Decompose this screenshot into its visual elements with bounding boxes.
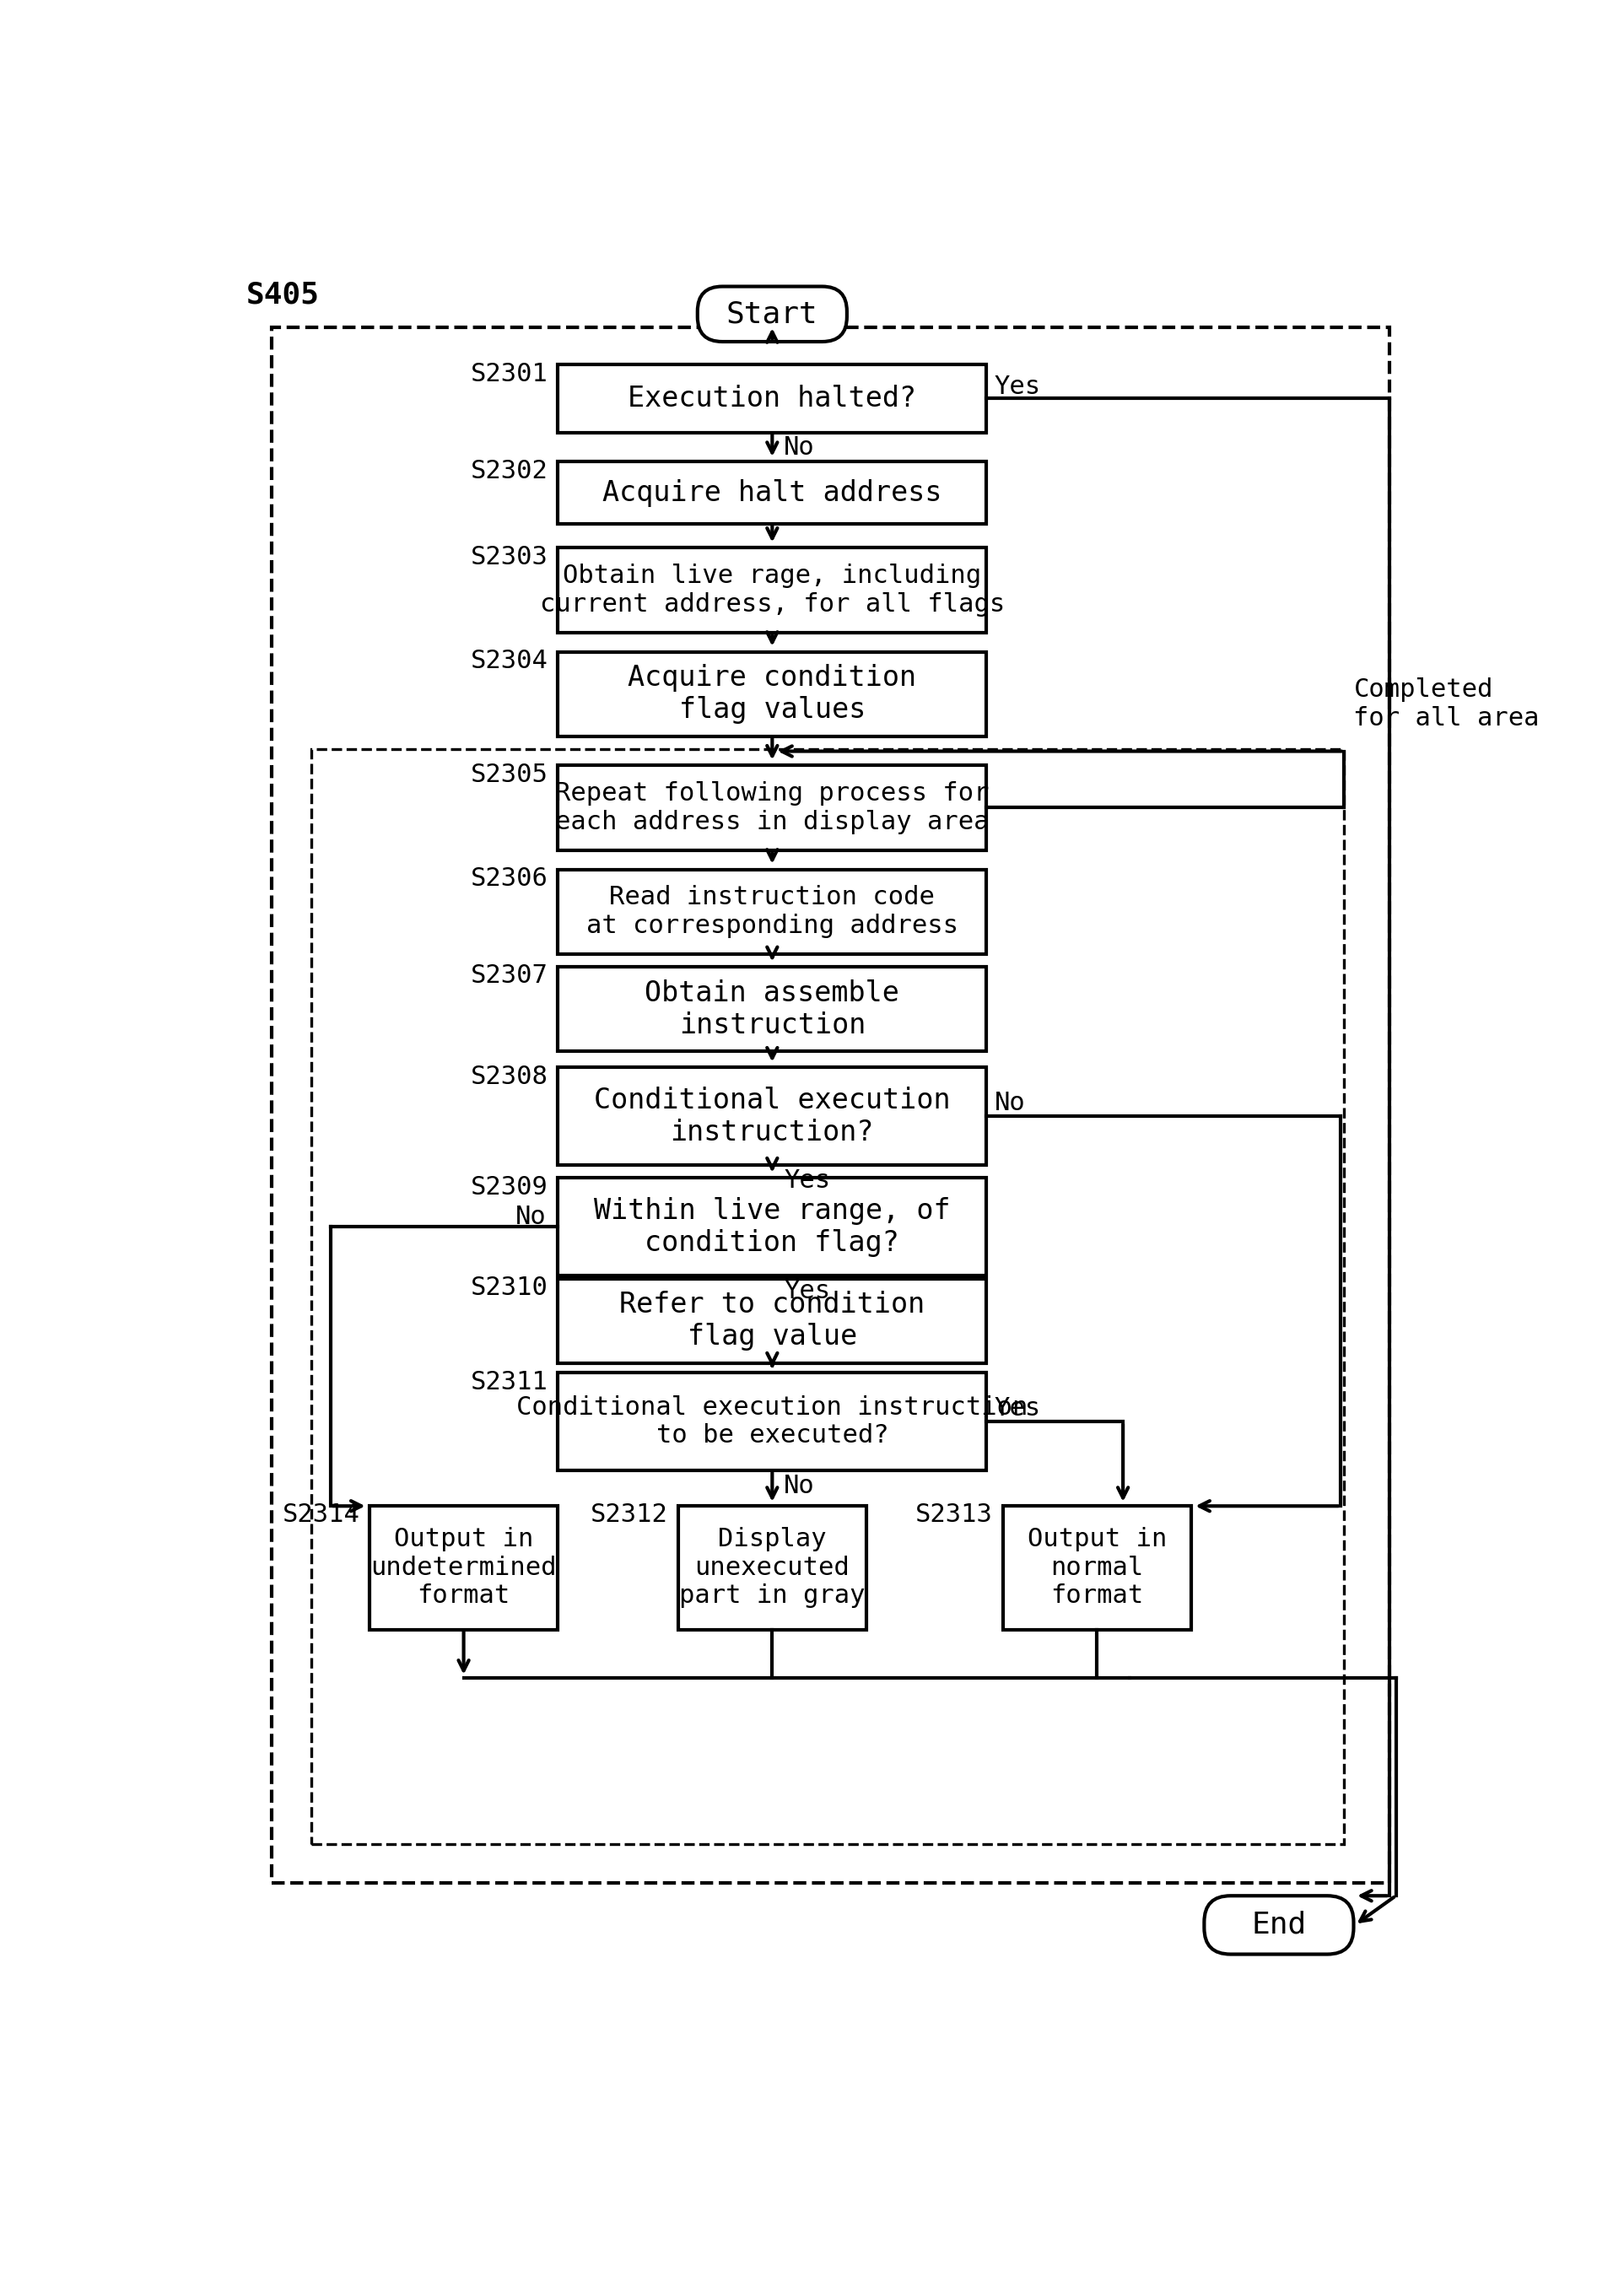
Text: S2305: S2305: [471, 762, 549, 787]
Text: Read instruction code
at corresponding address: Read instruction code at corresponding a…: [586, 885, 958, 938]
Text: Acquire condition
flag values: Acquire condition flag values: [628, 663, 916, 725]
Text: Refer to condition
flag value: Refer to condition flag value: [619, 1290, 926, 1352]
Text: S2304: S2304: [471, 650, 549, 672]
Text: Within live range, of
condition flag?: Within live range, of condition flag?: [594, 1196, 950, 1258]
Text: Conditional execution
instruction?: Conditional execution instruction?: [594, 1086, 950, 1146]
Bar: [559, 1372, 987, 1471]
Text: Acquire halt address: Acquire halt address: [603, 478, 942, 508]
Bar: [312, 750, 1345, 1843]
Bar: [559, 652, 987, 736]
Text: No: No: [994, 1091, 1025, 1116]
Text: Obtain assemble
instruction: Obtain assemble instruction: [645, 979, 900, 1038]
Bar: [559, 1178, 987, 1276]
Text: S2310: S2310: [471, 1276, 549, 1299]
Text: End: End: [1252, 1910, 1306, 1939]
Bar: [559, 766, 987, 851]
Text: Execution halted?: Execution halted?: [628, 384, 916, 412]
Text: Output in
undetermined
format: Output in undetermined format: [370, 1528, 557, 1608]
Text: Conditional execution instruction
to be executed?: Conditional execution instruction to be …: [516, 1395, 1028, 1448]
Text: S2311: S2311: [471, 1370, 549, 1395]
Text: No: No: [784, 435, 815, 460]
Text: Start: Start: [726, 300, 818, 329]
Text: Display
unexecuted
part in gray: Display unexecuted part in gray: [679, 1528, 866, 1608]
FancyBboxPatch shape: [1205, 1896, 1354, 1953]
Text: S2301: S2301: [471, 361, 549, 387]
Bar: [559, 967, 987, 1052]
Bar: [559, 462, 987, 524]
Text: Yes: Yes: [994, 1397, 1041, 1420]
Text: S2314: S2314: [283, 1503, 361, 1528]
Text: Yes: Yes: [784, 1278, 830, 1304]
Bar: [559, 1278, 987, 1363]
Bar: [559, 869, 987, 954]
Text: Yes: Yes: [784, 1169, 830, 1194]
Text: S2307: S2307: [471, 963, 549, 988]
Text: Obtain live rage, including
current address, for all flags: Obtain live rage, including current addr…: [539, 563, 1005, 617]
Bar: [370, 1507, 559, 1628]
Text: S405: S405: [247, 281, 320, 309]
Text: S2308: S2308: [471, 1063, 549, 1089]
Text: Yes: Yes: [994, 375, 1041, 398]
Text: Repeat following process for
each address in display area: Repeat following process for each addres…: [555, 782, 989, 835]
Text: S2303: S2303: [471, 544, 549, 569]
Text: S2306: S2306: [471, 867, 549, 890]
Text: S2313: S2313: [916, 1503, 994, 1528]
Bar: [559, 549, 987, 631]
Text: S2312: S2312: [591, 1503, 669, 1528]
FancyBboxPatch shape: [698, 286, 848, 341]
Bar: [559, 1068, 987, 1164]
Text: Completed
for all area: Completed for all area: [1354, 677, 1540, 730]
Bar: [1004, 1507, 1190, 1628]
Bar: [679, 1507, 867, 1628]
Bar: [273, 327, 1390, 1882]
Text: S2302: S2302: [471, 460, 549, 483]
Text: No: No: [515, 1205, 546, 1228]
Bar: [559, 364, 987, 432]
Text: S2309: S2309: [471, 1176, 549, 1198]
Text: No: No: [784, 1473, 815, 1498]
Text: Output in
normal
format: Output in normal format: [1028, 1528, 1166, 1608]
